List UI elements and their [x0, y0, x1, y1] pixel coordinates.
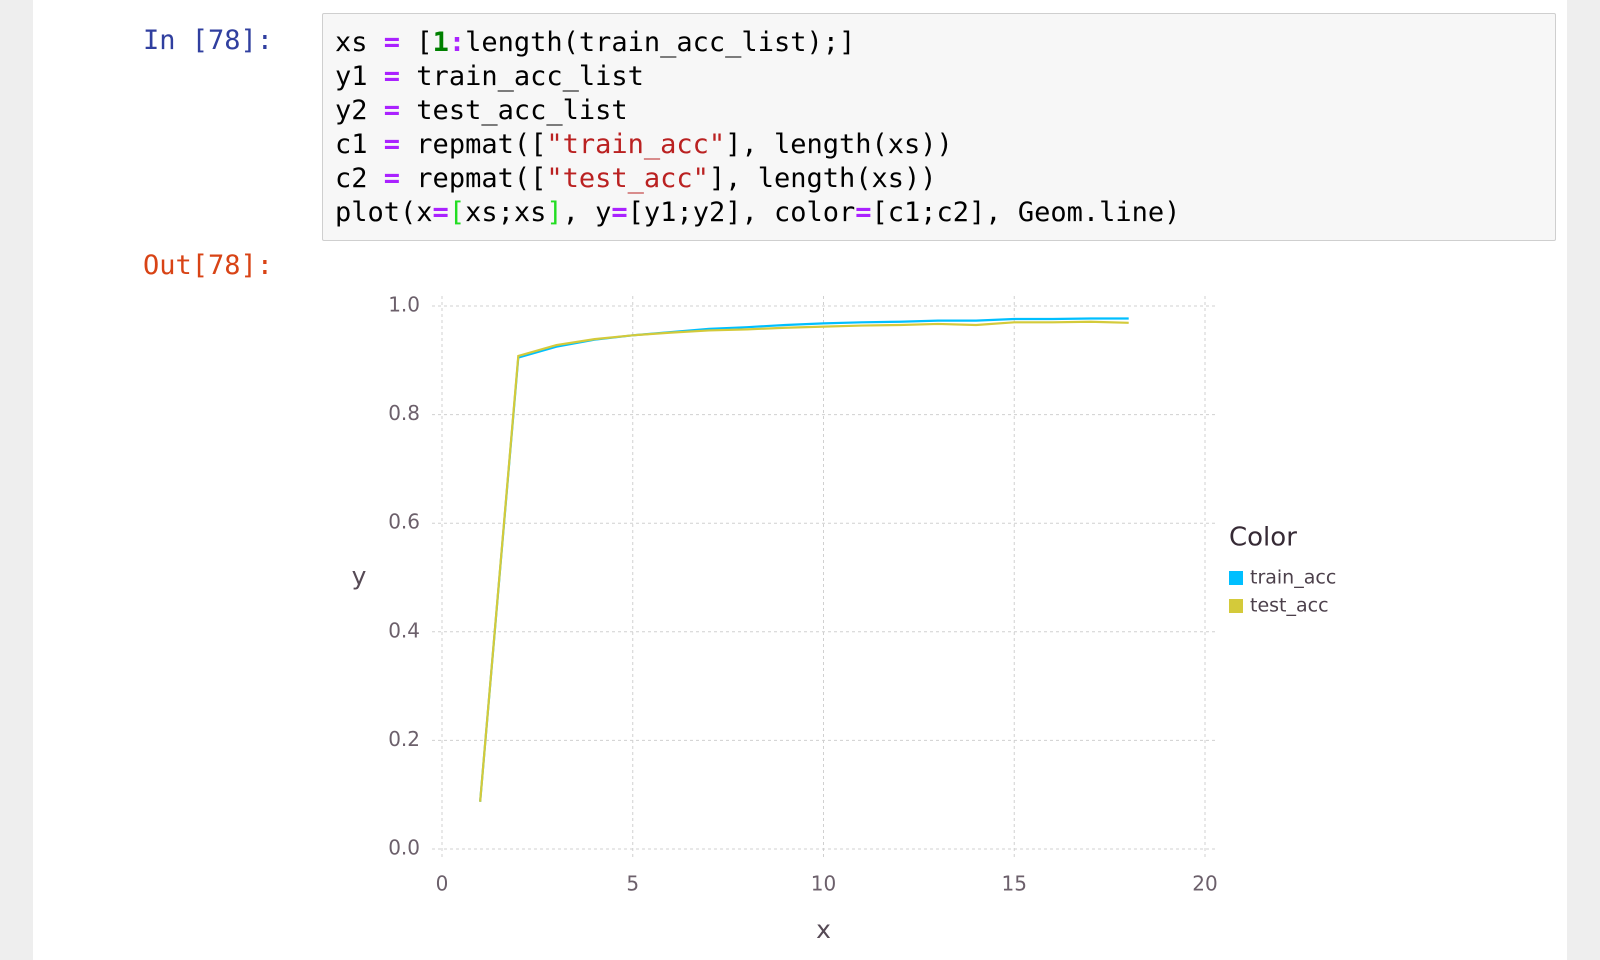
code-token: "test_acc"	[546, 163, 709, 194]
code-token: , y	[562, 197, 612, 228]
code-token: [	[400, 27, 433, 58]
code-line: c1 = repmat(["train_acc"], length(xs))	[335, 128, 1543, 162]
code-token: c2	[335, 163, 384, 194]
code-token: train_acc_list	[400, 61, 644, 92]
code-token: =	[432, 197, 449, 228]
x-axis-label: x	[816, 915, 831, 944]
input-prompt: In [78]:	[143, 25, 274, 56]
x-tick-label: 20	[1192, 872, 1217, 896]
code-token: =	[855, 197, 872, 228]
code-token: =	[383, 163, 401, 194]
code-token: [c1;c2], Geom.line)	[871, 197, 1181, 228]
output-prompt: Out[78]:	[143, 250, 274, 281]
legend-title: Color	[1229, 523, 1297, 553]
code-token: y2	[335, 95, 384, 126]
code-token: y1	[335, 61, 384, 92]
notebook: In [78]: xs = [1:length(train_acc_list);…	[33, 0, 1567, 960]
series-line	[479, 317, 1129, 802]
legend-swatch	[1229, 571, 1243, 585]
code-cell[interactable]: xs = [1:length(train_acc_list);] y1 = tra…	[322, 13, 1556, 241]
x-tick-label: 5	[626, 872, 639, 896]
code-token: ], length(xs))	[725, 129, 953, 160]
code-token: "train_acc"	[546, 129, 726, 160]
code-token: [	[448, 197, 466, 228]
code-line: y1 = train_acc_list	[335, 60, 1543, 94]
y-tick-label: 0.6	[388, 510, 420, 534]
y-tick-label: 0.0	[388, 836, 420, 860]
y-tick-label: 1.0	[388, 293, 420, 317]
code-token: =	[383, 61, 401, 92]
code-token: c1	[335, 129, 384, 160]
code-token: =	[383, 27, 401, 58]
code-token: xs;xs	[465, 197, 547, 228]
x-tick-label: 0	[436, 872, 449, 896]
y-tick-label: 0.4	[388, 618, 420, 642]
x-tick-label: 10	[811, 872, 836, 896]
legend-label: train_acc	[1250, 567, 1336, 589]
code-token: :	[448, 27, 466, 58]
code-token: =	[383, 129, 401, 160]
code-token: ], length(xs))	[708, 163, 937, 194]
code-token: length(train_acc_list);]	[465, 27, 856, 58]
code-token: plot(x	[335, 197, 433, 228]
code-token: repmat([	[400, 129, 547, 160]
code-token: test_acc_list	[400, 95, 628, 126]
code-token: xs	[335, 27, 384, 58]
x-tick-label: 15	[1002, 872, 1027, 896]
code-token: =	[383, 95, 401, 126]
y-axis-label: y	[352, 562, 367, 591]
legend-label: test_acc	[1250, 595, 1329, 617]
legend-swatch	[1229, 599, 1243, 613]
code-line: y2 = test_acc_list	[335, 94, 1543, 128]
series-line	[479, 320, 1129, 802]
code-token: 1	[432, 27, 449, 58]
code-token: [y1;y2], color	[627, 197, 856, 228]
code-line: plot(x=[xs;xs], y=[y1;y2], color=[c1;c2]…	[335, 196, 1543, 230]
code-line: c2 = repmat(["test_acc"], length(xs))	[335, 162, 1543, 196]
code-line: xs = [1:length(train_acc_list);]	[335, 26, 1543, 60]
y-tick-label: 0.2	[388, 727, 420, 751]
y-tick-label: 0.8	[388, 401, 420, 425]
code-token: ]	[546, 197, 563, 228]
code-token: =	[611, 197, 628, 228]
code-token: repmat([	[400, 163, 547, 194]
